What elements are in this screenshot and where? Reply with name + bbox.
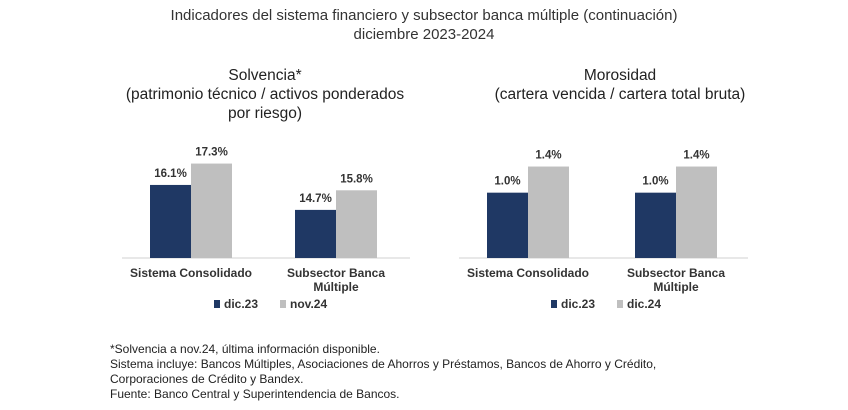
chart-title-line-2: diciembre 2023-2024 [353, 26, 495, 43]
data-label: 17.3% [195, 147, 228, 159]
legend-swatch-nov24 [280, 300, 286, 308]
category-label: Subsector Banca [287, 266, 385, 280]
bar-morosidad-dic24-1 [528, 166, 569, 258]
bar-solvencia-nov24-1 [191, 163, 232, 258]
legend-swatch-dic23 [551, 300, 557, 308]
data-label: 14.7% [299, 193, 332, 205]
legend-label-nov24: nov.24 [290, 297, 327, 311]
bar-solvencia-nov24-2 [336, 190, 377, 258]
category-label: Sistema Consolidado [467, 266, 589, 280]
footnote-4: Fuente: Banco Central y Superintendencia… [110, 387, 400, 401]
category-label: Múltiple [313, 280, 359, 294]
bar-morosidad-dic24-2 [676, 166, 717, 258]
footnote-2: Sistema incluye: Bancos Múltiples, Asoci… [110, 357, 657, 371]
data-label: 16.1% [154, 168, 187, 180]
legend-label-dic23: dic.23 [561, 297, 595, 311]
chart-title-line-1: Indicadores del sistema financiero y sub… [170, 7, 678, 24]
solvencia-title: Solvencia* [228, 67, 302, 84]
footnote-1: *Solvencia a nov.24, última información … [110, 342, 380, 356]
footnote-3: Corporaciones de Crédito y Bandex. [110, 372, 304, 386]
bar-solvencia-dic23-1 [150, 184, 191, 258]
bar-solvencia-dic23-2 [295, 209, 336, 258]
data-label: 1.4% [535, 150, 561, 162]
data-label: 1.0% [494, 176, 520, 188]
category-label: Múltiple [653, 280, 699, 294]
bar-morosidad-dic23-2 [635, 192, 676, 258]
legend-swatch-dic24 [617, 300, 623, 308]
morosidad-title: Morosidad [583, 67, 657, 84]
legend-swatch-dic23 [214, 300, 220, 308]
solvencia-subtitle-line-2: por riesgo) [227, 105, 303, 122]
bar-morosidad-dic23-1 [487, 192, 528, 258]
data-label: 15.8% [340, 173, 373, 185]
solvencia-subtitle-line-1: (patrimonio técnico / activos ponderados [125, 86, 405, 103]
category-label: Subsector Banca [627, 266, 725, 280]
legend-label-dic24: dic.24 [627, 297, 661, 311]
morosidad-subtitle-line-1: (cartera vencida / cartera total bruta) [494, 86, 746, 103]
legend-label-dic23: dic.23 [224, 297, 258, 311]
data-label: 1.4% [683, 150, 709, 162]
category-label: Sistema Consolidado [130, 266, 252, 280]
data-label: 1.0% [642, 176, 668, 188]
